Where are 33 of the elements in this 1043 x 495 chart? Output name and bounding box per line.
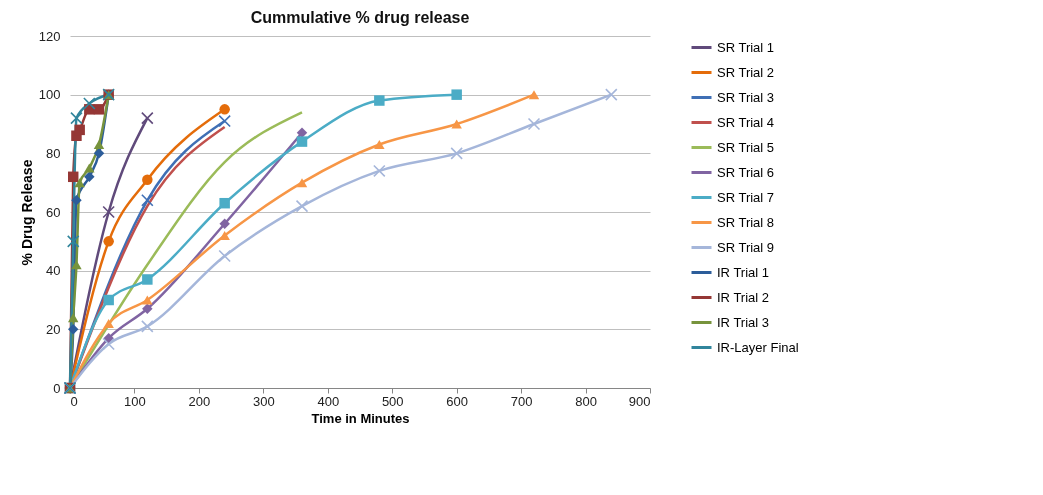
legend-label: IR Trial 1 <box>717 264 770 280</box>
legend-label: SR Trial 1 <box>717 39 775 55</box>
legend-label: SR Trial 5 <box>717 139 775 155</box>
legend-label: SR Trial 9 <box>717 239 775 255</box>
x-tick-label: 500 <box>381 393 404 409</box>
chart-title: Cummulative % drug release <box>250 9 470 26</box>
y-axis-title: % Drug Release <box>18 159 35 266</box>
x-axis-title: Time in Minutes <box>311 410 410 426</box>
x-tick-label: 900 <box>628 393 651 409</box>
x-tick-label: 0 <box>70 393 78 409</box>
x-tick-label: 400 <box>317 393 340 409</box>
legend-label: SR Trial 2 <box>717 64 775 80</box>
y-tick-label: 60 <box>46 204 61 220</box>
y-tick-label: 40 <box>46 263 61 279</box>
legend-label: SR Trial 3 <box>717 89 775 105</box>
y-tick-label: 20 <box>46 321 61 337</box>
legend-label: IR Trial 2 <box>717 289 770 305</box>
y-tick-label: 120 <box>38 28 61 44</box>
x-tick-label: 600 <box>446 393 469 409</box>
legend-label: SR Trial 4 <box>717 114 775 130</box>
legend-label: SR Trial 6 <box>717 164 775 180</box>
x-tick-label: 800 <box>575 393 597 409</box>
legend-label: SR Trial 7 <box>717 189 775 205</box>
legend-label: IR Trial 3 <box>717 314 770 330</box>
y-tick-label: 80 <box>46 145 61 161</box>
x-tick-label: 700 <box>510 393 533 409</box>
x-tick-label: 100 <box>124 393 146 409</box>
x-tick-label: 300 <box>252 393 275 409</box>
y-tick-label: 100 <box>38 87 61 103</box>
x-tick-label: 200 <box>188 393 211 409</box>
y-tick-label: 0 <box>53 380 61 396</box>
legend-label: IR-Layer Final <box>717 339 799 355</box>
legend-label: SR Trial 8 <box>717 214 775 230</box>
